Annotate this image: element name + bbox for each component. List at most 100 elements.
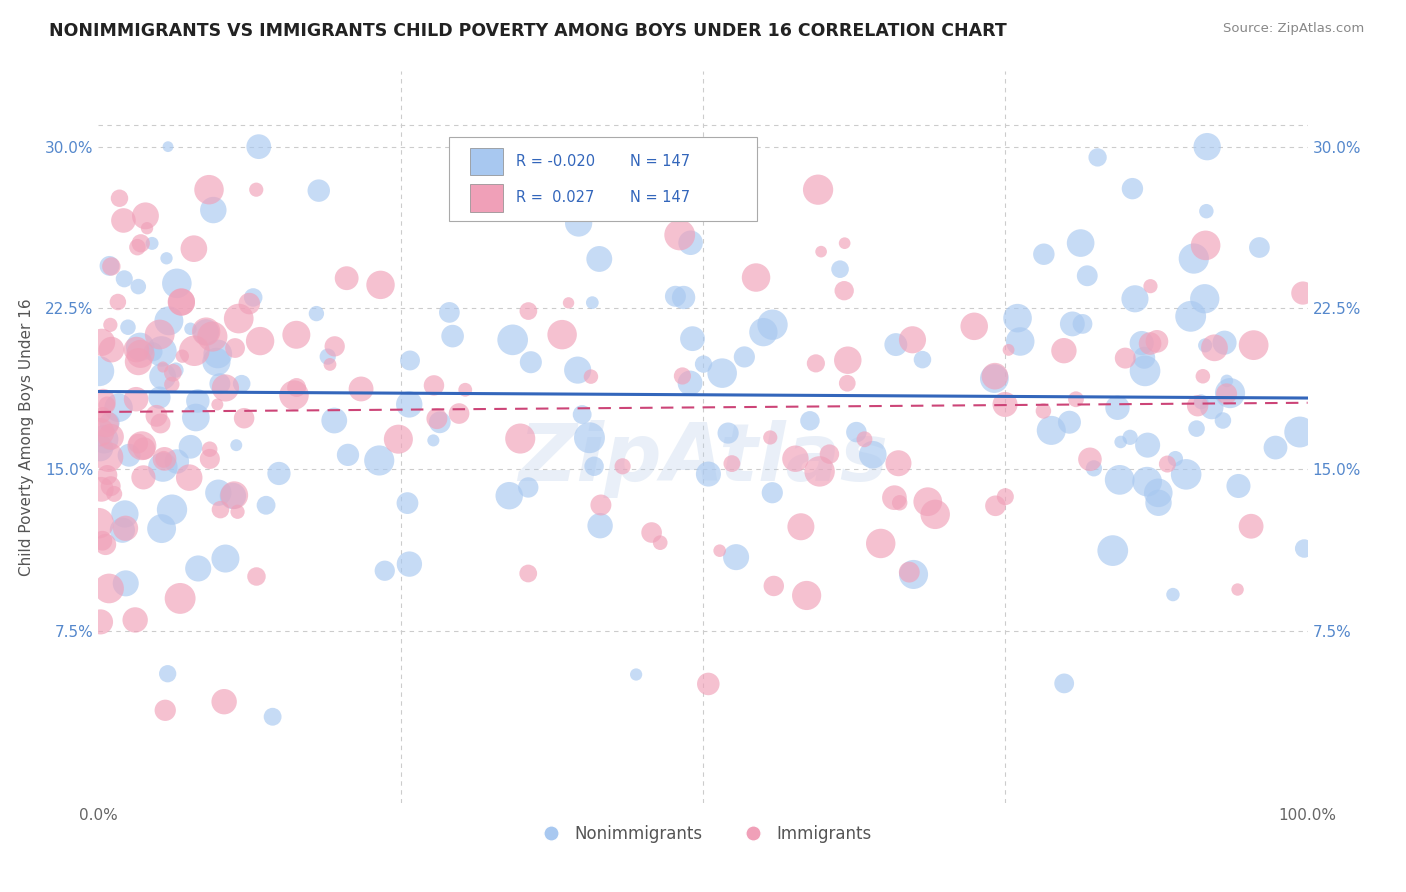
Point bbox=[1114, 351, 1136, 365]
Point bbox=[228, 311, 250, 326]
Point bbox=[170, 295, 193, 310]
Point bbox=[125, 343, 148, 357]
Point bbox=[997, 343, 1019, 357]
Y-axis label: Child Poverty Among Boys Under 16: Child Poverty Among Boys Under 16 bbox=[18, 298, 34, 576]
Point bbox=[1076, 268, 1098, 283]
Point bbox=[89, 441, 111, 455]
Point bbox=[1070, 235, 1092, 250]
Point bbox=[1040, 423, 1063, 437]
Point bbox=[187, 394, 209, 409]
Point bbox=[249, 334, 271, 348]
Point bbox=[127, 354, 149, 368]
Point bbox=[207, 347, 229, 361]
Point bbox=[692, 357, 714, 371]
Point bbox=[509, 432, 531, 446]
Point bbox=[224, 488, 246, 502]
Point bbox=[449, 407, 471, 421]
Point bbox=[889, 496, 911, 510]
Point bbox=[808, 464, 831, 478]
Point bbox=[242, 290, 264, 304]
Text: R =  0.027: R = 0.027 bbox=[516, 190, 593, 205]
Point bbox=[118, 448, 141, 462]
Point bbox=[157, 314, 180, 328]
Point bbox=[984, 369, 1007, 384]
Point bbox=[141, 236, 163, 251]
FancyBboxPatch shape bbox=[470, 184, 503, 211]
Point bbox=[323, 339, 346, 353]
Point bbox=[1136, 475, 1159, 489]
Point bbox=[837, 353, 859, 368]
Point bbox=[214, 381, 236, 395]
Point bbox=[762, 579, 785, 593]
Point bbox=[581, 295, 603, 310]
Point bbox=[832, 284, 855, 298]
Point bbox=[226, 505, 249, 519]
Point bbox=[1161, 588, 1184, 602]
Point bbox=[247, 139, 270, 153]
Point bbox=[150, 344, 173, 359]
Point bbox=[721, 457, 744, 471]
Point bbox=[709, 543, 731, 558]
Point bbox=[1175, 467, 1198, 482]
Point bbox=[114, 576, 136, 591]
Point bbox=[668, 227, 690, 242]
Point bbox=[901, 333, 924, 347]
Point bbox=[898, 565, 921, 579]
Point bbox=[267, 467, 290, 481]
Point bbox=[568, 216, 591, 230]
Point bbox=[198, 442, 221, 457]
Point bbox=[963, 319, 986, 334]
Point bbox=[1059, 415, 1081, 429]
Point bbox=[983, 371, 1005, 385]
Point bbox=[183, 242, 205, 256]
Point bbox=[589, 518, 612, 533]
Point bbox=[368, 453, 391, 467]
Point bbox=[108, 191, 131, 205]
Point bbox=[179, 470, 201, 484]
Point bbox=[761, 318, 783, 332]
Point bbox=[114, 521, 136, 535]
Point bbox=[231, 376, 253, 391]
Point bbox=[129, 236, 152, 251]
Point bbox=[90, 335, 112, 350]
Point bbox=[887, 456, 910, 470]
Point bbox=[1164, 451, 1187, 466]
Point bbox=[117, 320, 139, 334]
Point bbox=[152, 460, 174, 475]
Point bbox=[917, 494, 939, 508]
Point bbox=[149, 417, 172, 431]
Point bbox=[1078, 452, 1101, 467]
Point bbox=[100, 343, 122, 357]
Point bbox=[98, 582, 121, 596]
Point bbox=[107, 295, 129, 310]
Point bbox=[205, 355, 228, 369]
Point bbox=[1123, 292, 1146, 306]
Point bbox=[222, 489, 245, 503]
Point bbox=[98, 416, 121, 430]
Point bbox=[1264, 441, 1286, 455]
Legend: Nonimmigrants, Immigrants: Nonimmigrants, Immigrants bbox=[529, 818, 877, 849]
Point bbox=[1216, 374, 1239, 388]
Point bbox=[153, 451, 176, 466]
Point bbox=[179, 322, 201, 336]
Point bbox=[224, 341, 246, 355]
Point bbox=[319, 358, 342, 372]
Point bbox=[245, 183, 267, 197]
Point bbox=[1194, 338, 1216, 352]
Point bbox=[201, 329, 224, 343]
Point bbox=[924, 508, 946, 522]
Point bbox=[238, 296, 260, 310]
Point bbox=[884, 337, 907, 351]
Point bbox=[1053, 343, 1076, 358]
Point bbox=[624, 667, 647, 681]
Point bbox=[87, 516, 110, 531]
Point bbox=[862, 448, 884, 462]
Point bbox=[398, 557, 420, 571]
Point bbox=[155, 252, 177, 266]
Point bbox=[350, 382, 373, 396]
Point bbox=[1227, 479, 1250, 493]
Point bbox=[579, 369, 602, 384]
Point bbox=[183, 343, 205, 358]
Point bbox=[883, 491, 905, 505]
Point bbox=[103, 487, 125, 501]
